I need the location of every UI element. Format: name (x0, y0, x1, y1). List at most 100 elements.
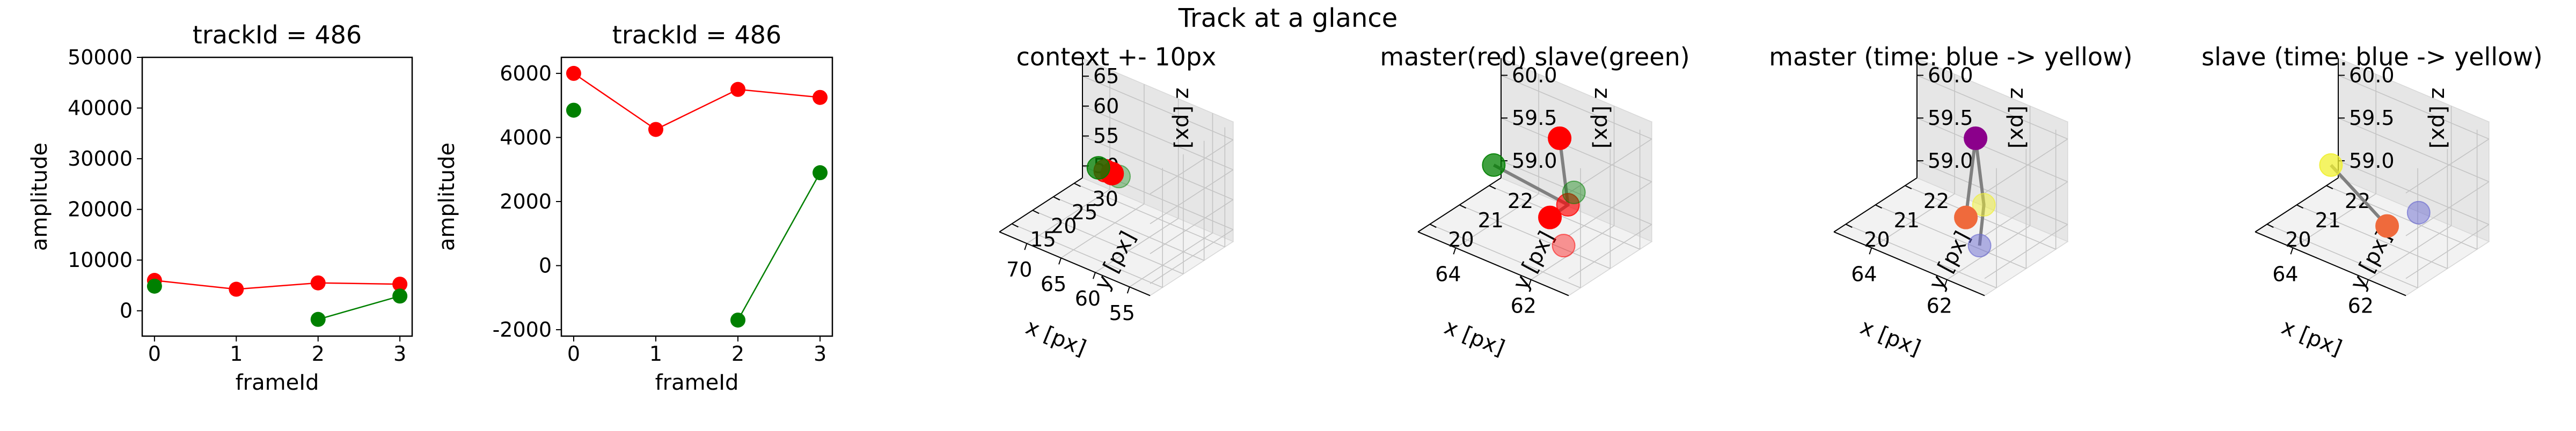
y-tick-label: 20 (1448, 228, 1474, 251)
y-axis-line (999, 177, 1083, 233)
y-axis-label: amplitude (435, 143, 459, 251)
data-point (1972, 193, 1996, 217)
y-tick (1032, 210, 1040, 214)
y-tick-label: 40000 (68, 96, 133, 120)
grid-z (1568, 181, 1652, 236)
x-tick-label: 0 (567, 342, 580, 366)
x-axis-label: x [px] (2278, 315, 2345, 361)
data-point (1086, 156, 1110, 180)
grid-z (1150, 139, 1234, 195)
grid-z (1984, 224, 2068, 279)
y-tick (1875, 204, 1883, 209)
data-point (1482, 153, 1506, 177)
z-axis-label: z [px] (1590, 87, 1614, 148)
z-tick-label: 60 (1093, 94, 1119, 118)
y-tick-label: 10000 (68, 248, 133, 272)
grid-x (1095, 218, 1179, 273)
grid-z (2338, 160, 2490, 225)
grid-z (1501, 75, 1652, 140)
y-tick (1905, 185, 1912, 190)
grid-z (2405, 181, 2490, 236)
series-1-point (813, 165, 828, 181)
y-tick-label: 30000 (68, 147, 133, 170)
data-point (1562, 180, 1586, 204)
data-point (1538, 205, 1562, 229)
track-line-1 (1492, 164, 1569, 206)
x-tick (1528, 279, 1532, 287)
y-axis-label: amplitude (27, 143, 52, 251)
series-1-point (566, 102, 581, 118)
grid-y (1032, 210, 1184, 274)
z-tick-label: 60.0 (1928, 63, 1973, 87)
plot-frame (141, 56, 413, 337)
grid-y (2326, 185, 2477, 250)
grid-z (1984, 138, 2068, 194)
series-1-point (730, 313, 746, 328)
x-tick-label: 70 (1006, 258, 1032, 281)
grid-z (1082, 76, 1234, 140)
grid-z (1984, 181, 2068, 236)
track-line-0 (2330, 164, 2389, 227)
grid-z (2405, 224, 2490, 279)
data-point (1954, 205, 1978, 229)
z-tick-label: 59.0 (1512, 149, 1557, 173)
y-tick-label: 21 (2315, 209, 2341, 232)
x-tick (2290, 247, 2294, 255)
x-tick (2365, 279, 2369, 287)
grid-z (1501, 160, 1652, 225)
x-axis-label: x [px] (1441, 315, 1508, 361)
grid-y (1074, 183, 1225, 248)
z-tick-label: 60.0 (1512, 63, 1557, 87)
x-tick-label: 64 (2272, 262, 2298, 286)
grid-y (1875, 204, 2026, 269)
series-1-point (310, 311, 326, 327)
series-1-line (318, 295, 400, 321)
grid-y (1459, 204, 1611, 269)
chart-title: trackId = 486 (193, 20, 362, 49)
y-tick-label: 22 (1507, 189, 1533, 213)
y-tick-label: -2000 (493, 318, 552, 341)
z-axis-label: z [px] (2006, 87, 2030, 148)
grid-z (2338, 75, 2490, 140)
grid-z (1150, 229, 1234, 284)
track-line-0 (1964, 138, 1986, 246)
z-tick-label: 59.5 (2349, 106, 2395, 130)
x-axis-line (1833, 231, 1985, 296)
y-tick-label: 20 (2285, 228, 2311, 251)
grid-z (1568, 224, 1652, 279)
y-tick (2326, 185, 2333, 190)
y-tick-label: 21 (1478, 209, 1504, 232)
grid-z (1568, 138, 1652, 194)
x-axis-line (1417, 231, 1569, 296)
grid-y (1012, 223, 1163, 288)
x-tick (1058, 257, 1062, 265)
data-point (2375, 214, 2399, 238)
grid-y (1489, 185, 1640, 250)
y-tick-label: 6000 (500, 62, 552, 85)
series-0-point (566, 65, 581, 81)
x-tick-label: 2 (312, 342, 325, 366)
data-point (2406, 200, 2431, 225)
series-0-line (573, 72, 821, 130)
z-tick-label: 59.5 (1512, 106, 1557, 130)
chart-title: context +- 10px (1016, 42, 1217, 71)
x-axis-label: frameId (236, 370, 319, 395)
x-tick (1453, 247, 1457, 255)
y-tick-label: 22 (1923, 189, 1949, 213)
suptitle: Track at a glance (1178, 3, 1398, 33)
y-tick-label: 21 (1894, 209, 1920, 232)
data-point (1964, 126, 1988, 150)
grid-x (1129, 232, 1213, 287)
x-tick-label: 3 (393, 342, 406, 366)
data-point (1967, 234, 1992, 258)
series-0-point (813, 90, 828, 105)
data-point (1548, 126, 1572, 150)
series-0-line (154, 279, 400, 290)
series-0-point (310, 275, 326, 291)
z-tick-label: 65 (1093, 64, 1119, 88)
grid-z (1916, 160, 2068, 225)
y-tick-label: 15 (1030, 227, 1056, 251)
